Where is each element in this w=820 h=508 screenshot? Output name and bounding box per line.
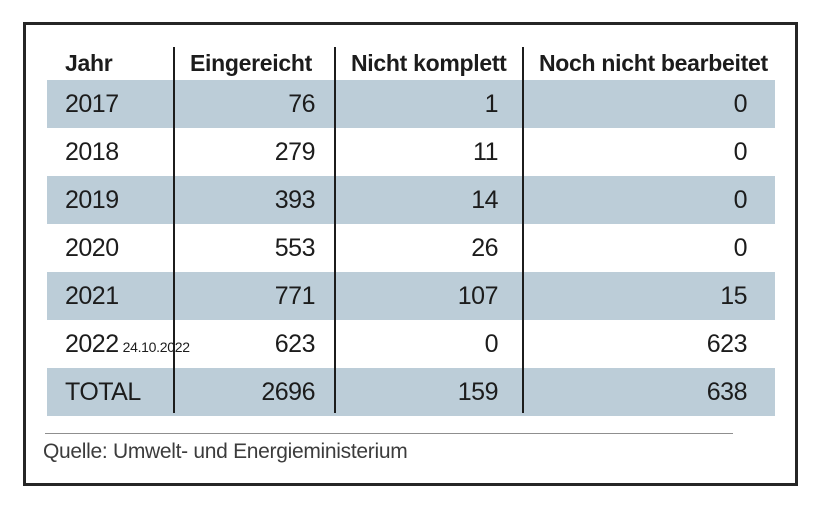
value-cell: 159 xyxy=(457,377,499,406)
column-header-noch-nicht-bearbeitet: Noch nicht bearbeitet xyxy=(539,49,768,76)
value-cell: 771 xyxy=(274,281,316,310)
source-text: Quelle: Umwelt- und Energieministerium xyxy=(43,440,408,463)
value-cell: 26 xyxy=(471,233,498,262)
table-frame: Jahr Eingereicht Nicht komplett Noch nic… xyxy=(23,22,798,486)
value-cell: 0 xyxy=(733,185,748,214)
table-row: 2021 771 107 15 xyxy=(47,272,775,320)
value-cell: 14 xyxy=(471,185,498,214)
value-cell: 623 xyxy=(274,329,316,358)
value-cell: 0 xyxy=(733,233,748,262)
table-total-row: TOTAL 2696 159 638 xyxy=(47,368,775,416)
value-cell: 76 xyxy=(288,89,315,118)
value-cell: 0 xyxy=(733,137,748,166)
year-label: 2022 xyxy=(65,329,119,358)
year-cell: 2019 xyxy=(65,185,119,214)
value-cell: 2696 xyxy=(261,377,315,406)
column-header-nicht-komplett: Nicht komplett xyxy=(351,49,507,76)
value-cell: 1 xyxy=(484,89,499,118)
column-header-jahr: Jahr xyxy=(65,49,113,76)
value-cell: 279 xyxy=(274,137,316,166)
value-cell: 393 xyxy=(274,185,316,214)
table-row: 2017 76 1 0 xyxy=(47,80,775,128)
value-cell: 0 xyxy=(733,89,748,118)
value-cell: 15 xyxy=(720,281,747,310)
year-cell: 2022 24.10.2022 xyxy=(47,329,190,359)
data-table: Jahr Eingereicht Nicht komplett Noch nic… xyxy=(47,46,775,416)
total-label-cell: TOTAL xyxy=(65,377,141,406)
source-divider xyxy=(45,433,733,434)
year-cell: 2018 xyxy=(65,137,119,166)
value-cell: 623 xyxy=(706,329,748,358)
value-cell: 0 xyxy=(484,329,499,358)
column-divider xyxy=(522,47,524,413)
column-divider xyxy=(173,47,175,413)
table-row: 2020 553 26 0 xyxy=(47,224,775,272)
column-header-eingereicht: Eingereicht xyxy=(190,49,312,76)
table-row: 2019 393 14 0 xyxy=(47,176,775,224)
table-header-row: Jahr Eingereicht Nicht komplett Noch nic… xyxy=(47,46,775,80)
column-divider xyxy=(334,47,336,413)
table-row: 2018 279 11 0 xyxy=(47,128,775,176)
value-cell: 11 xyxy=(473,137,498,166)
value-cell: 638 xyxy=(706,377,748,406)
value-cell: 107 xyxy=(457,281,499,310)
year-cell: 2021 xyxy=(65,281,119,310)
year-cell: 2017 xyxy=(65,89,119,118)
year-cell: 2020 xyxy=(65,233,119,262)
value-cell: 553 xyxy=(274,233,316,262)
table-row: 2022 24.10.2022 623 0 623 xyxy=(47,320,775,368)
